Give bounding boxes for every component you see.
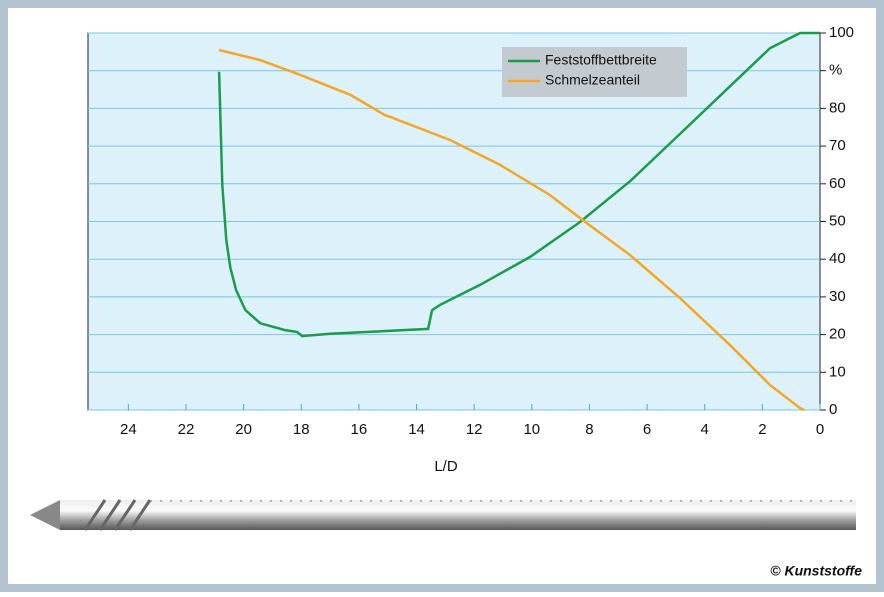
- x-tick-label: 2: [758, 421, 766, 438]
- y-tick-label: %: [829, 62, 842, 79]
- y-tick-label: 10: [829, 363, 846, 380]
- screw-shaft: [60, 500, 856, 530]
- x-tick-label: 22: [178, 421, 195, 438]
- y-tick-label: 30: [829, 288, 846, 305]
- y-tick-label: 80: [829, 99, 846, 116]
- copyright: © Kunststoffe: [770, 563, 862, 579]
- chart: L/D © Kunststoffe 01020304050607080%1002…: [0, 0, 884, 592]
- x-tick-label: 10: [523, 421, 540, 438]
- y-tick-label: 50: [829, 212, 846, 229]
- x-tick-label: 0: [816, 421, 824, 438]
- x-tick-label: 4: [701, 421, 709, 438]
- y-tick-label: 40: [829, 250, 846, 267]
- x-tick-label: 18: [293, 421, 310, 438]
- x-axis-label: L/D: [434, 458, 458, 475]
- y-tick-label: 60: [829, 175, 846, 192]
- legend-label: Feststoffbettbreite: [545, 52, 657, 68]
- screw: [30, 500, 856, 530]
- x-tick-label: 14: [408, 421, 425, 438]
- y-tick-label: 20: [829, 326, 846, 343]
- x-tick-label: 6: [643, 421, 651, 438]
- x-tick-label: 20: [235, 421, 252, 438]
- legend-label: Schmelzeanteil: [545, 72, 640, 88]
- y-tick-label: 100: [829, 24, 854, 41]
- x-tick-label: 12: [466, 421, 483, 438]
- y-tick-label: 0: [829, 401, 837, 418]
- x-tick-label: 24: [120, 421, 137, 438]
- x-tick-label: 8: [585, 421, 593, 438]
- y-tick-label: 70: [829, 137, 846, 154]
- x-tick-label: 16: [351, 421, 368, 438]
